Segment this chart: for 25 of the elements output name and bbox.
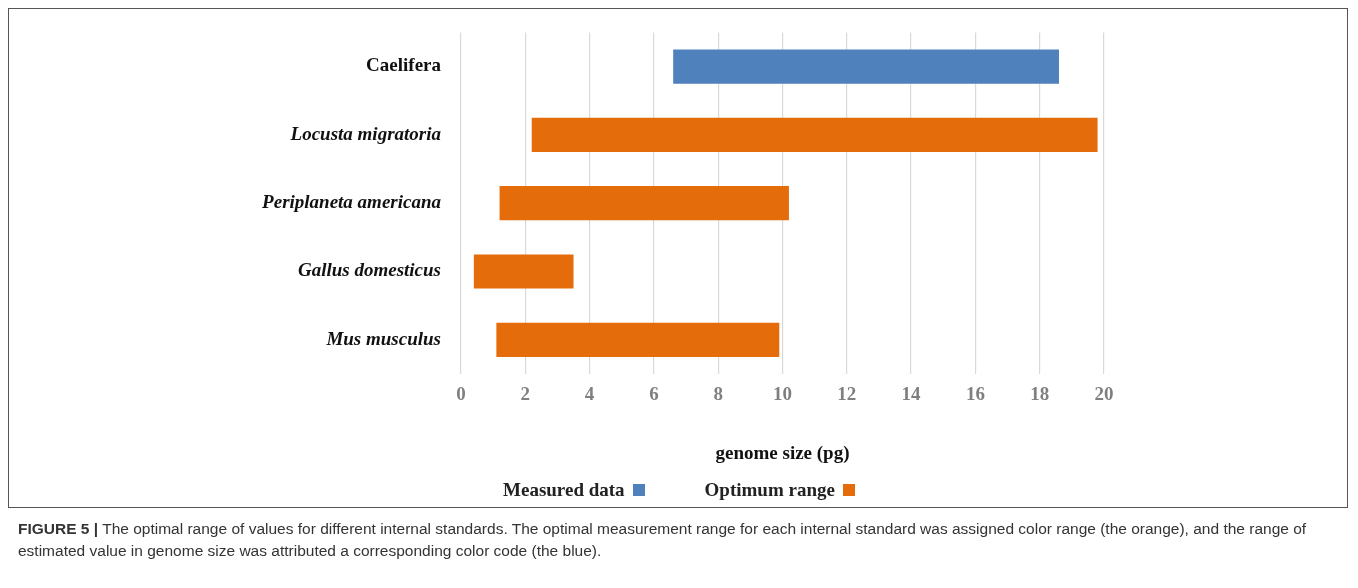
x-tick-label: 12 [837,383,857,405]
legend-label: Optimum range [704,479,835,501]
caption: FIGURE 5 | The optimal range of values for different internal standards. The optimal measurement range for each internal standard was assigned color range (the orange), and the range of estimated value in genome size was attributed a corresponding color code (the blue). [18,519,1308,561]
bar [499,186,789,221]
bar [531,117,1098,152]
y-tick-label: Caelifera [366,54,442,76]
x-tick-label: 20 [1094,383,1114,405]
x-axis-title: genome size (pg) [715,441,850,464]
y-tick-label: Periplaneta americana [261,191,442,213]
legend-label: Measured data [503,479,625,501]
x-tick-label: 18 [1030,383,1050,405]
x-tick-label: 16 [965,383,985,405]
x-tick-label: 4 [584,383,595,405]
bar [496,322,780,357]
x-tick-label: 8 [713,383,723,405]
bar [473,254,574,289]
x-tick-label: 10 [773,383,792,405]
y-tick-label: Mus musculus [325,327,441,349]
x-tick-label: 2 [520,383,531,405]
y-tick-label: Locusta migratoria [289,122,442,144]
x-tick-label: 0 [456,383,466,405]
x-tick-label: 6 [649,383,659,405]
bar [673,49,1059,84]
y-tick-label: Gallus domesticus [297,259,441,281]
x-tick-label: 14 [901,383,922,405]
